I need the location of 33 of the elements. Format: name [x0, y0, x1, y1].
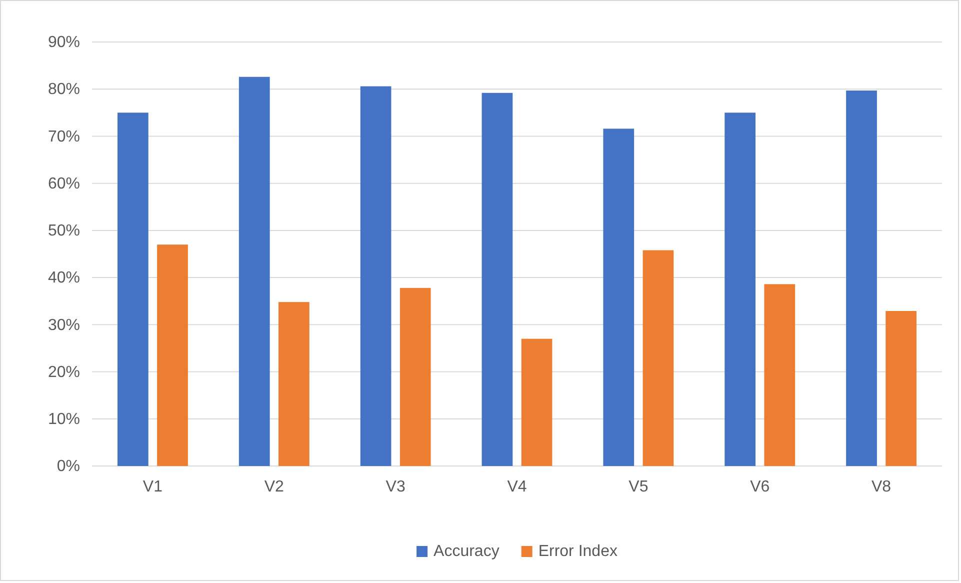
legend-label: Error Index	[538, 543, 618, 560]
bar	[886, 311, 916, 466]
x-tick-label: V1	[142, 478, 163, 496]
y-tick-label: 30%	[48, 316, 80, 334]
bar	[603, 128, 634, 466]
x-tick-label: V4	[507, 478, 527, 496]
bar	[846, 90, 877, 466]
bar	[724, 112, 756, 466]
bar	[400, 288, 431, 466]
x-tick-label: V2	[264, 478, 284, 496]
y-tick-label: 70%	[48, 128, 80, 146]
x-tick-label: V3	[386, 478, 406, 496]
bar	[764, 284, 796, 466]
y-tick-label: 80%	[48, 81, 80, 98]
bar	[157, 244, 188, 466]
x-tick-label: V8	[871, 478, 892, 496]
bar	[642, 250, 674, 466]
bar	[118, 112, 148, 466]
y-tick-label: 40%	[48, 270, 80, 287]
x-tick-label: V5	[628, 478, 648, 496]
y-tick-label: 90%	[48, 34, 80, 52]
bar	[238, 76, 270, 466]
y-tick-label: 0%	[56, 458, 80, 476]
legend-label: Accuracy	[434, 543, 500, 560]
bar	[482, 92, 513, 466]
bar	[278, 302, 310, 466]
y-tick-label: 50%	[48, 222, 80, 240]
bar	[521, 338, 552, 466]
bar	[360, 86, 392, 466]
y-tick-label: 60%	[48, 175, 80, 192]
y-tick-label: 20%	[48, 364, 80, 381]
y-tick-label: 10%	[48, 411, 80, 428]
x-tick-label: V6	[750, 478, 770, 496]
